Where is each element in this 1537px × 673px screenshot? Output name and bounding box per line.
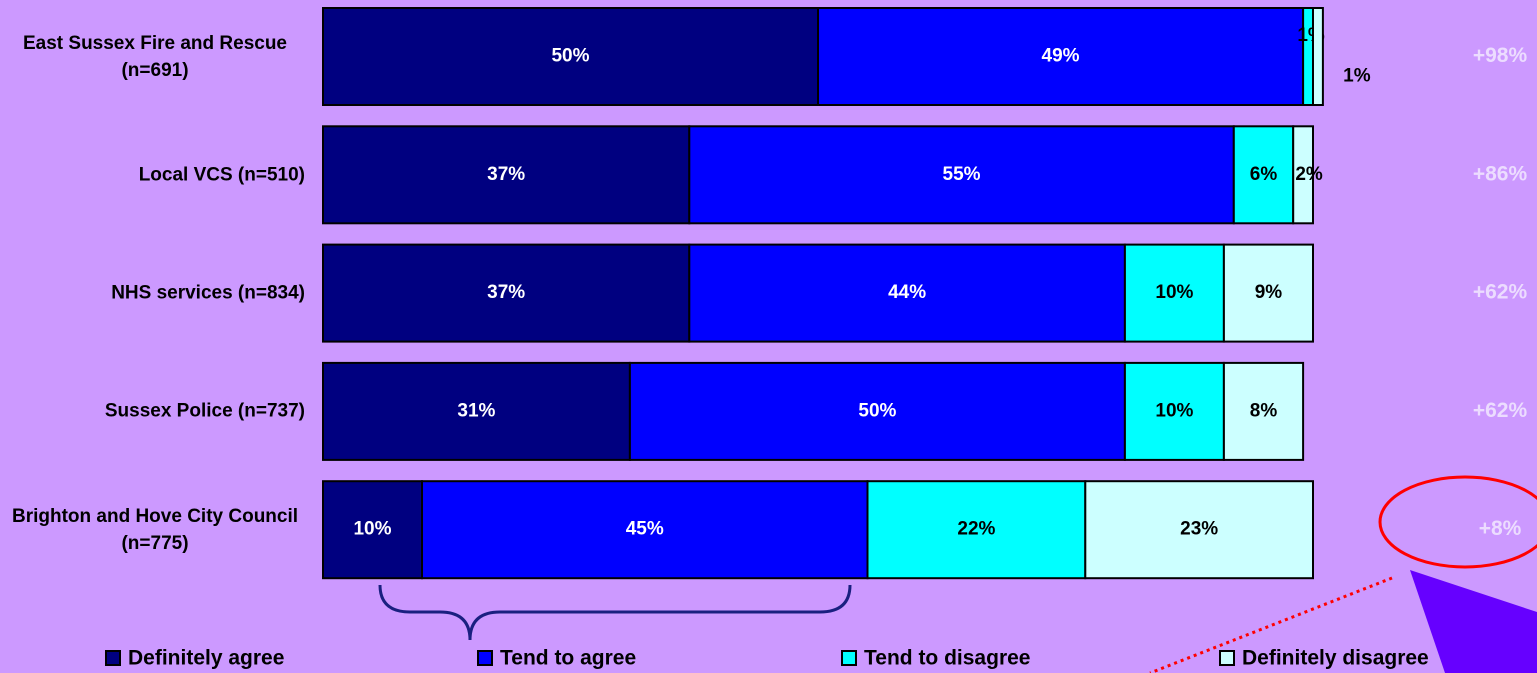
bar-segment	[1222, 361, 1305, 461]
data-label: 22%	[957, 519, 995, 540]
bar-segment	[1292, 125, 1314, 225]
bar-segment	[1123, 243, 1225, 343]
callout-line	[1149, 576, 1393, 673]
data-label: 50%	[551, 46, 589, 67]
net-score: +62%	[1473, 399, 1528, 422]
legend-swatch	[477, 650, 493, 666]
category-label: Brighton and Hove City Council (n=775)	[11, 505, 299, 554]
data-label: 49%	[1042, 46, 1080, 67]
data-label: 45%	[626, 519, 664, 540]
category-label: Sussex Police (n=737)	[104, 400, 305, 422]
category-label: East Sussex Fire and Rescue (n=691)	[22, 32, 287, 81]
bar-segment	[1123, 361, 1225, 461]
bar-segment	[817, 7, 1305, 106]
bar-segment	[322, 7, 819, 106]
data-label: 1%	[1343, 66, 1371, 87]
data-label: 10%	[353, 519, 391, 540]
bar-segment	[322, 125, 691, 225]
data-label: 37%	[487, 164, 525, 185]
bar-segment	[322, 361, 631, 461]
net-score: +62%	[1473, 281, 1528, 304]
bar-segment	[688, 125, 1235, 225]
data-label: 55%	[943, 164, 981, 185]
data-label: 10%	[1155, 400, 1193, 421]
legend-swatch	[105, 650, 121, 666]
callout-shape	[1410, 570, 1537, 673]
data-label: 31%	[457, 400, 495, 421]
category-label: NHS services (n=834)	[111, 282, 305, 304]
legend-label: Definitely agree	[128, 647, 284, 670]
bar-segment	[688, 243, 1126, 343]
data-label: 37%	[487, 282, 525, 303]
legend-label: Tend to disagree	[864, 647, 1030, 670]
data-label: 9%	[1255, 282, 1283, 303]
data-label: 8%	[1250, 400, 1278, 421]
bar-segment	[1302, 7, 1314, 106]
category-label: Local VCS (n=510)	[138, 164, 305, 186]
legend-swatch	[841, 650, 857, 666]
data-label: 44%	[888, 282, 926, 303]
data-label: 10%	[1155, 282, 1193, 303]
data-label: 50%	[858, 400, 896, 421]
brace	[378, 584, 852, 641]
highlight-ellipse	[1378, 475, 1537, 569]
bar-segment	[1222, 243, 1315, 343]
bar-segment	[1312, 7, 1324, 106]
bar-segment	[322, 243, 691, 343]
legend-label: Tend to agree	[500, 647, 636, 670]
data-label: 2%	[1295, 164, 1323, 185]
bar-segment	[1232, 125, 1295, 225]
net-score: +86%	[1473, 162, 1528, 185]
legend-label: Definitely disagree	[1242, 647, 1429, 670]
data-label: 23%	[1180, 519, 1218, 540]
bar-segment	[322, 480, 423, 580]
data-label: 6%	[1250, 164, 1278, 185]
bar-segment	[628, 361, 1126, 461]
bar-segment	[1084, 480, 1315, 580]
legend-swatch	[1219, 650, 1235, 666]
net-score: +98%	[1473, 44, 1528, 67]
net-score: +8%	[1479, 517, 1522, 540]
